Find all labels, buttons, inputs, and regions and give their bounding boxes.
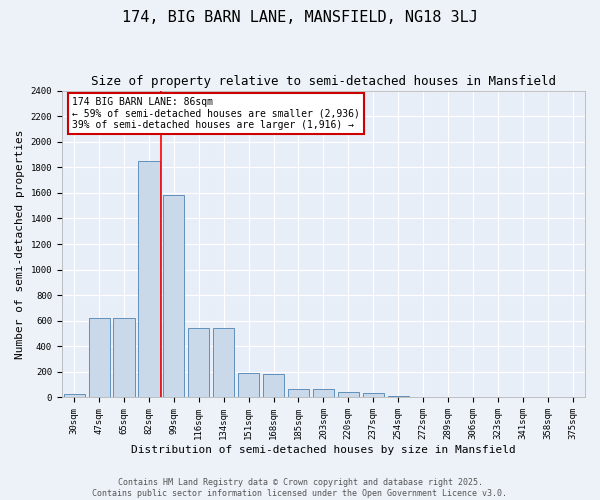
Text: Contains HM Land Registry data © Crown copyright and database right 2025.
Contai: Contains HM Land Registry data © Crown c… xyxy=(92,478,508,498)
Bar xyxy=(188,328,209,398)
Bar xyxy=(338,392,359,398)
Bar xyxy=(139,161,160,398)
Bar xyxy=(263,374,284,398)
Bar xyxy=(388,396,409,398)
Bar xyxy=(362,393,384,398)
Bar xyxy=(213,328,235,398)
Bar xyxy=(288,388,309,398)
Bar xyxy=(313,389,334,398)
Y-axis label: Number of semi-detached properties: Number of semi-detached properties xyxy=(15,130,25,359)
Bar xyxy=(89,318,110,398)
Bar xyxy=(163,196,184,398)
Bar xyxy=(113,318,134,398)
Title: Size of property relative to semi-detached houses in Mansfield: Size of property relative to semi-detach… xyxy=(91,75,556,88)
Bar xyxy=(64,394,85,398)
X-axis label: Distribution of semi-detached houses by size in Mansfield: Distribution of semi-detached houses by … xyxy=(131,445,516,455)
Bar xyxy=(238,373,259,398)
Text: 174, BIG BARN LANE, MANSFIELD, NG18 3LJ: 174, BIG BARN LANE, MANSFIELD, NG18 3LJ xyxy=(122,10,478,25)
Text: 174 BIG BARN LANE: 86sqm
← 59% of semi-detached houses are smaller (2,936)
39% o: 174 BIG BARN LANE: 86sqm ← 59% of semi-d… xyxy=(72,96,360,130)
